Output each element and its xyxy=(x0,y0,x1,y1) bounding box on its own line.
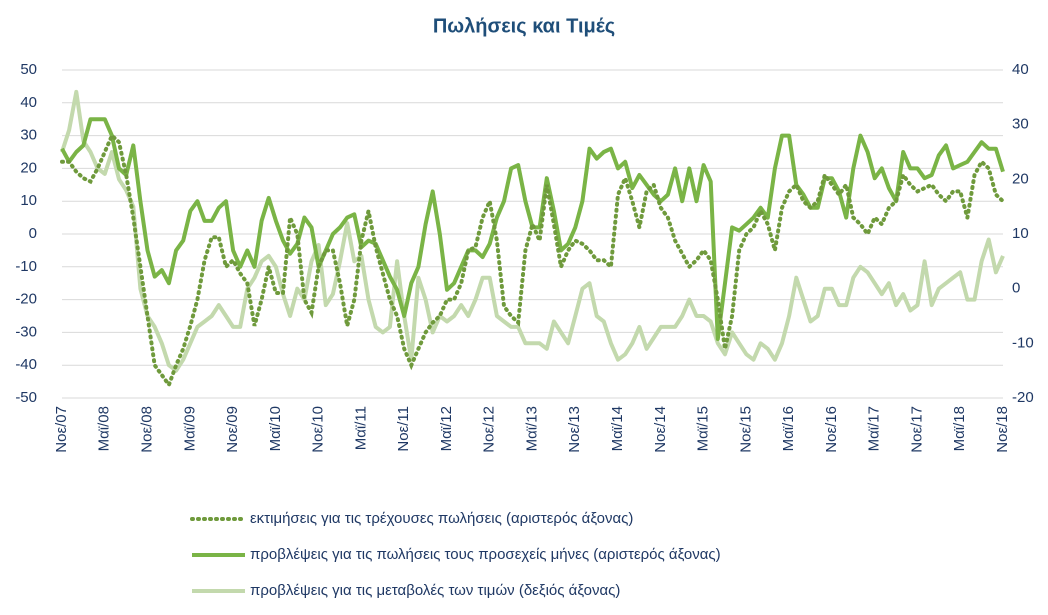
y2-tick-label: -10 xyxy=(1012,334,1034,351)
series-line xyxy=(60,89,1005,373)
x-tick-label: Μαϊ/11 xyxy=(352,406,369,450)
x-tick-label: Νοε/10 xyxy=(310,406,327,453)
x-tick-label: Νοε/15 xyxy=(737,406,754,453)
series-line xyxy=(60,132,1005,390)
legend-label: εκτιμήσεις για τις τρέχουσες πωλήσεις (α… xyxy=(250,510,633,527)
y2-tick-label: 30 xyxy=(1012,116,1029,133)
chart-title: Πωλήσεις και Τιμές xyxy=(433,15,615,37)
y2-tick-label: 40 xyxy=(1012,61,1029,78)
x-tick-label: Νοε/18 xyxy=(994,406,1011,453)
y2-tick-label: 20 xyxy=(1012,170,1029,187)
x-tick-label: Μαϊ/09 xyxy=(181,406,198,451)
x-tick-label: Μαϊ/15 xyxy=(695,406,712,451)
y-tick-label: 50 xyxy=(20,61,37,78)
x-tick-label: Μαϊ/18 xyxy=(951,406,968,451)
y-tick-label: 30 xyxy=(20,127,37,144)
x-tick-label: Νοε/09 xyxy=(224,406,241,453)
y-tick-label: 10 xyxy=(20,192,37,209)
x-tick-label: Νοε/14 xyxy=(652,406,669,453)
x-tick-label: Μαϊ/16 xyxy=(780,406,797,451)
x-tick-label: Νοε/17 xyxy=(908,406,925,453)
legend-label: προβλέψεις για τις πωλήσεις τους προσεχε… xyxy=(250,546,721,563)
y-tick-label: -30 xyxy=(15,323,37,340)
x-tick-label: Νοε/12 xyxy=(481,406,498,453)
x-tick-label: Νοε/08 xyxy=(139,406,156,453)
x-tick-label: Νοε/07 xyxy=(53,406,70,453)
y-tick-label: 40 xyxy=(20,94,37,111)
x-tick-label: Νοε/16 xyxy=(823,406,840,453)
x-tick-label: Νοε/11 xyxy=(395,406,412,452)
x-tick-label: Μαϊ/14 xyxy=(609,406,626,451)
x-tick-label: Μαϊ/17 xyxy=(866,406,883,451)
x-tick-label: Μαϊ/08 xyxy=(96,406,113,451)
y2-tick-label: 10 xyxy=(1012,225,1029,242)
y2-tick-label: 0 xyxy=(1012,280,1020,297)
y-tick-label: 0 xyxy=(29,225,37,242)
y-tick-label: -10 xyxy=(15,258,37,275)
y-tick-label: -40 xyxy=(15,356,37,373)
y2-tick-label: -20 xyxy=(1012,389,1034,406)
y-tick-label: -50 xyxy=(15,389,37,406)
x-tick-label: Μαϊ/12 xyxy=(438,406,455,451)
x-tick-label: Νοε/13 xyxy=(566,406,583,453)
y-tick-label: 20 xyxy=(20,159,37,176)
x-tick-label: Μαϊ/10 xyxy=(267,406,284,451)
x-tick-label: Μαϊ/13 xyxy=(523,406,540,451)
y-tick-label: -20 xyxy=(15,291,37,308)
legend-label: προβλέψεις για τις μεταβολές των τιμών (… xyxy=(250,582,620,599)
